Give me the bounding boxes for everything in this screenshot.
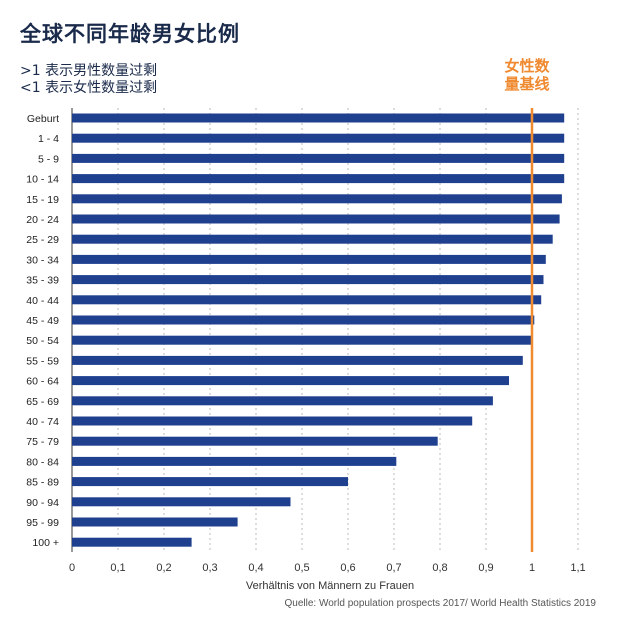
- category-label: 40 - 74: [26, 416, 59, 428]
- x-tick-label: 0,7: [386, 562, 401, 574]
- bar: [72, 537, 192, 547]
- x-tick-label: 0,1: [110, 562, 125, 574]
- baseline-label-line1: 女性数: [504, 57, 550, 75]
- category-label: 85 - 89: [26, 477, 59, 489]
- bar: [72, 517, 238, 527]
- x-tick-label: 1,1: [570, 562, 585, 574]
- subtitle-female-surplus: <1 表示女性数量过剩: [20, 80, 158, 96]
- bar: [72, 335, 532, 345]
- category-label: 60 - 64: [26, 376, 59, 388]
- x-tick-label: 0: [69, 562, 75, 574]
- category-label: 20 - 24: [26, 214, 59, 226]
- bar: [72, 456, 397, 466]
- x-tick-label: 1: [529, 562, 535, 574]
- x-tick-label: 0,6: [340, 562, 355, 574]
- bar: [72, 234, 553, 244]
- x-tick-label: 0,2: [156, 562, 171, 574]
- x-tick-label: 0,3: [202, 562, 217, 574]
- bar: [72, 497, 291, 507]
- category-label: 25 - 29: [26, 234, 59, 246]
- category-label: Geburt: [27, 113, 59, 125]
- x-tick-label: 0,9: [478, 562, 493, 574]
- category-label: 50 - 54: [26, 335, 59, 347]
- category-label: 15 - 19: [26, 194, 59, 206]
- chart-title: 全球不同年龄男女比例: [20, 22, 240, 46]
- bar: [72, 153, 565, 163]
- category-label: 45 - 49: [26, 315, 59, 327]
- bar: [72, 355, 523, 365]
- bar: [72, 315, 535, 325]
- baseline-label-line2: 量基线: [504, 75, 550, 93]
- baseline-label: 女性数 量基线: [497, 57, 557, 93]
- category-label: 35 - 39: [26, 275, 59, 287]
- x-tick-label: 0,5: [294, 562, 309, 574]
- category-label: 5 - 9: [38, 153, 59, 165]
- bar: [72, 416, 473, 426]
- bar: [72, 214, 560, 224]
- x-axis-label: Verhältnis von Männern zu Frauen: [246, 580, 414, 592]
- bar: [72, 254, 546, 264]
- x-tick-label: 0,8: [432, 562, 447, 574]
- category-label: 1 - 4: [38, 133, 59, 145]
- category-label: 65 - 69: [26, 396, 59, 408]
- bar: [72, 396, 493, 406]
- category-label: 100 +: [32, 537, 59, 549]
- bar: [72, 295, 542, 305]
- category-label: 90 - 94: [26, 497, 59, 509]
- bar: [72, 477, 348, 487]
- bar: [72, 376, 509, 386]
- bar: [72, 436, 438, 446]
- category-label: 30 - 34: [26, 254, 59, 266]
- source-note: Quelle: World population prospects 2017/…: [284, 598, 596, 609]
- bar: [72, 113, 565, 123]
- subtitle-male-surplus: >1 表示男性数量过剩: [20, 63, 158, 79]
- x-tick-label: 0,4: [248, 562, 263, 574]
- category-label: 10 - 14: [26, 174, 59, 186]
- bar: [72, 174, 565, 184]
- category-label: 80 - 84: [26, 456, 59, 468]
- category-label: 55 - 59: [26, 355, 59, 367]
- category-label: 95 - 99: [26, 517, 59, 529]
- category-label: 75 - 79: [26, 436, 59, 448]
- bar: [72, 275, 544, 285]
- category-label: 40 - 44: [26, 295, 59, 307]
- bar: [72, 194, 562, 204]
- bar: [72, 133, 565, 143]
